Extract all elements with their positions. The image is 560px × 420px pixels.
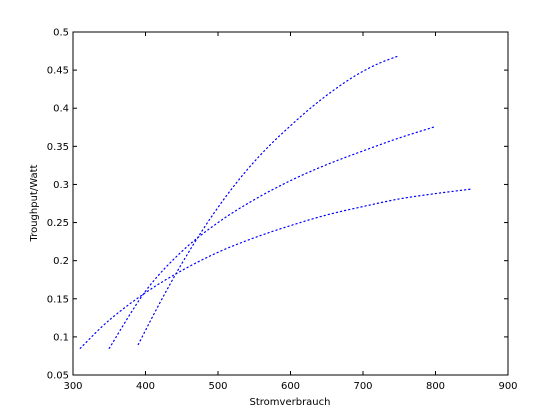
y-tick-label: 0.25 bbox=[47, 218, 69, 229]
plot-area bbox=[72, 31, 509, 376]
x-tick-label: 400 bbox=[136, 381, 155, 392]
y-tick-label: 0.5 bbox=[53, 28, 69, 39]
y-tick-label: 0.35 bbox=[47, 142, 69, 153]
x-axis-label: Stromverbrauch bbox=[250, 397, 331, 408]
y-tick-label: 0.2 bbox=[53, 256, 69, 267]
x-tick-label: 300 bbox=[63, 381, 82, 392]
y-axis-label: Troughput/Watt bbox=[29, 164, 40, 242]
y-tick-label: 0.4 bbox=[53, 104, 69, 115]
series-layer bbox=[79, 55, 473, 349]
series-line-2 bbox=[108, 125, 437, 349]
y-tick-label: 0.05 bbox=[47, 371, 69, 382]
y-tick-label: 0.3 bbox=[53, 180, 69, 191]
x-tick-label: 900 bbox=[498, 381, 517, 392]
x-tick-label: 600 bbox=[281, 381, 300, 392]
y-tick-label: 0.1 bbox=[53, 332, 69, 343]
y-tick-label: 0.45 bbox=[47, 66, 69, 77]
y-tick-label: 0.15 bbox=[47, 294, 69, 305]
x-tick-label: 500 bbox=[208, 381, 227, 392]
series-line-3 bbox=[79, 188, 473, 349]
x-tick-label: 800 bbox=[426, 381, 445, 392]
x-tick-label: 700 bbox=[353, 381, 372, 392]
axis-ticks: 300 400 500 600 700 800 900 0.05 0.1 0.15 0.2 0.25 0… bbox=[47, 28, 518, 393]
